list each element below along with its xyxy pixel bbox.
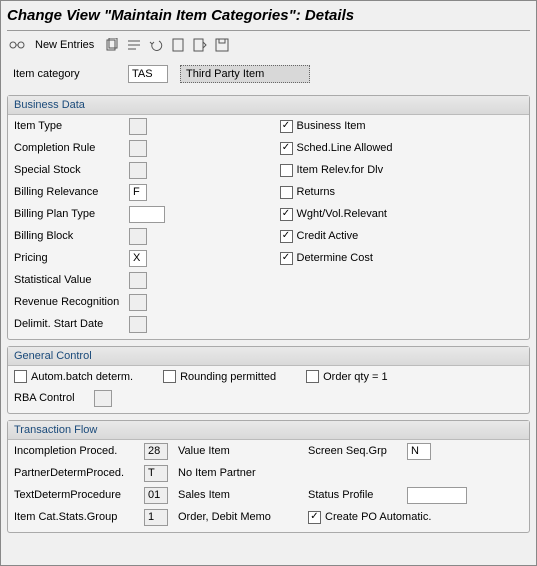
delimit-start-date-field[interactable]: [129, 316, 147, 333]
completion-rule-field[interactable]: [129, 140, 147, 157]
order-qty-checkbox[interactable]: Order qty = 1: [306, 370, 388, 383]
check-icon: ✓: [280, 252, 293, 265]
check-icon: [306, 370, 319, 383]
special-stock-label: Special Stock: [14, 164, 129, 176]
sched-line-label: Sched.Line Allowed: [297, 142, 393, 154]
incompletion-field[interactable]: 28: [144, 443, 168, 460]
billing-plan-type-label: Billing Plan Type: [14, 208, 129, 220]
item-cat-stats-desc: Order, Debit Memo: [178, 511, 308, 523]
autom-batch-label: Autom.batch determ.: [31, 371, 133, 383]
billing-block-field[interactable]: [129, 228, 147, 245]
wght-vol-label: Wght/Vol.Relevant: [297, 208, 388, 220]
revenue-recognition-label: Revenue Recognition: [14, 296, 129, 308]
incompletion-desc: Value Item: [178, 445, 308, 457]
item-relev-dlv-label: Item Relev.for Dlv: [297, 164, 384, 176]
billing-block-label: Billing Block: [14, 230, 129, 242]
revenue-recognition-field[interactable]: [129, 294, 147, 311]
list-icon[interactable]: [126, 37, 142, 53]
item-type-label: Item Type: [14, 120, 129, 132]
rounding-checkbox[interactable]: Rounding permitted: [163, 370, 276, 383]
check-icon: [163, 370, 176, 383]
toolbar: New Entries: [7, 31, 530, 59]
statistical-value-label: Statistical Value: [14, 274, 129, 286]
item-relev-dlv-checkbox[interactable]: Item Relev.for Dlv: [280, 164, 384, 177]
text-determ-desc: Sales Item: [178, 489, 308, 501]
business-item-checkbox[interactable]: ✓ Business Item: [280, 120, 366, 133]
item-cat-stats-field[interactable]: 1: [144, 509, 168, 526]
general-control-section: General Control Autom.batch determ. Roun…: [7, 346, 530, 414]
partner-determ-desc: No Item Partner: [178, 467, 308, 479]
page-icon[interactable]: [170, 37, 186, 53]
credit-active-label: Credit Active: [297, 230, 359, 242]
check-icon: ✓: [280, 142, 293, 155]
returns-label: Returns: [297, 186, 336, 198]
order-qty-label: Order qty = 1: [323, 371, 388, 383]
window: Change View "Maintain Item Categories": …: [0, 0, 537, 566]
text-determ-field[interactable]: 01: [144, 487, 168, 504]
status-profile-label: Status Profile: [308, 489, 403, 501]
check-icon: ✓: [280, 208, 293, 221]
business-item-label: Business Item: [297, 120, 366, 132]
check-icon: ✓: [280, 230, 293, 243]
check-icon: [280, 186, 293, 199]
statistical-value-field[interactable]: [129, 272, 147, 289]
billing-plan-type-field[interactable]: [129, 206, 165, 223]
wght-vol-checkbox[interactable]: ✓ Wght/Vol.Relevant: [280, 208, 388, 221]
copy-icon[interactable]: [104, 37, 120, 53]
item-category-label: Item category: [13, 68, 128, 80]
page-next-icon[interactable]: [192, 37, 208, 53]
sched-line-checkbox[interactable]: ✓ Sched.Line Allowed: [280, 142, 393, 155]
determine-cost-label: Determine Cost: [297, 252, 373, 264]
rounding-label: Rounding permitted: [180, 371, 276, 383]
window-title: Change View "Maintain Item Categories": …: [7, 5, 530, 31]
check-icon: ✓: [308, 511, 321, 524]
new-entries-button[interactable]: New Entries: [31, 39, 98, 51]
create-po-checkbox[interactable]: ✓ Create PO Automatic.: [308, 511, 431, 524]
check-icon: ✓: [280, 120, 293, 133]
general-control-header: General Control: [8, 347, 529, 366]
pricing-field[interactable]: X: [129, 250, 147, 267]
special-stock-field[interactable]: [129, 162, 147, 179]
create-po-label: Create PO Automatic.: [325, 511, 431, 523]
transaction-flow-header: Transaction Flow: [8, 421, 529, 440]
partner-determ-field[interactable]: T: [144, 465, 168, 482]
incompletion-label: Incompletion Proced.: [14, 445, 144, 457]
business-data-section: Business Data Item Type Completion Rule …: [7, 95, 530, 340]
returns-checkbox[interactable]: Returns: [280, 186, 336, 199]
screen-seq-label: Screen Seq.Grp: [308, 445, 403, 457]
business-data-header: Business Data: [8, 96, 529, 115]
check-icon: [280, 164, 293, 177]
autom-batch-checkbox[interactable]: Autom.batch determ.: [14, 370, 133, 383]
check-icon: [14, 370, 27, 383]
delimit-start-date-label: Delimit. Start Date: [14, 318, 129, 330]
item-category-desc: Third Party Item: [180, 65, 310, 83]
completion-rule-label: Completion Rule: [14, 142, 129, 154]
screen-seq-field[interactable]: N: [407, 443, 431, 460]
billing-relevance-field[interactable]: F: [129, 184, 147, 201]
item-cat-stats-label: Item Cat.Stats.Group: [14, 511, 144, 523]
billing-relevance-label: Billing Relevance: [14, 186, 129, 198]
credit-active-checkbox[interactable]: ✓ Credit Active: [280, 230, 359, 243]
save-icon[interactable]: [214, 37, 230, 53]
determine-cost-checkbox[interactable]: ✓ Determine Cost: [280, 252, 373, 265]
item-type-field[interactable]: [129, 118, 147, 135]
rba-control-field[interactable]: [94, 390, 112, 407]
item-category-field[interactable]: TAS: [128, 65, 168, 83]
transaction-flow-section: Transaction Flow Incompletion Proced. 28…: [7, 420, 530, 533]
text-determ-label: TextDetermProcedure: [14, 489, 144, 501]
status-profile-field[interactable]: [407, 487, 467, 504]
undo-icon[interactable]: [148, 37, 164, 53]
pricing-label: Pricing: [14, 252, 129, 264]
partner-determ-label: PartnerDetermProced.: [14, 467, 144, 479]
glasses-icon[interactable]: [9, 37, 25, 53]
item-category-row: Item category TAS Third Party Item: [7, 59, 530, 89]
rba-control-label: RBA Control: [14, 392, 94, 404]
